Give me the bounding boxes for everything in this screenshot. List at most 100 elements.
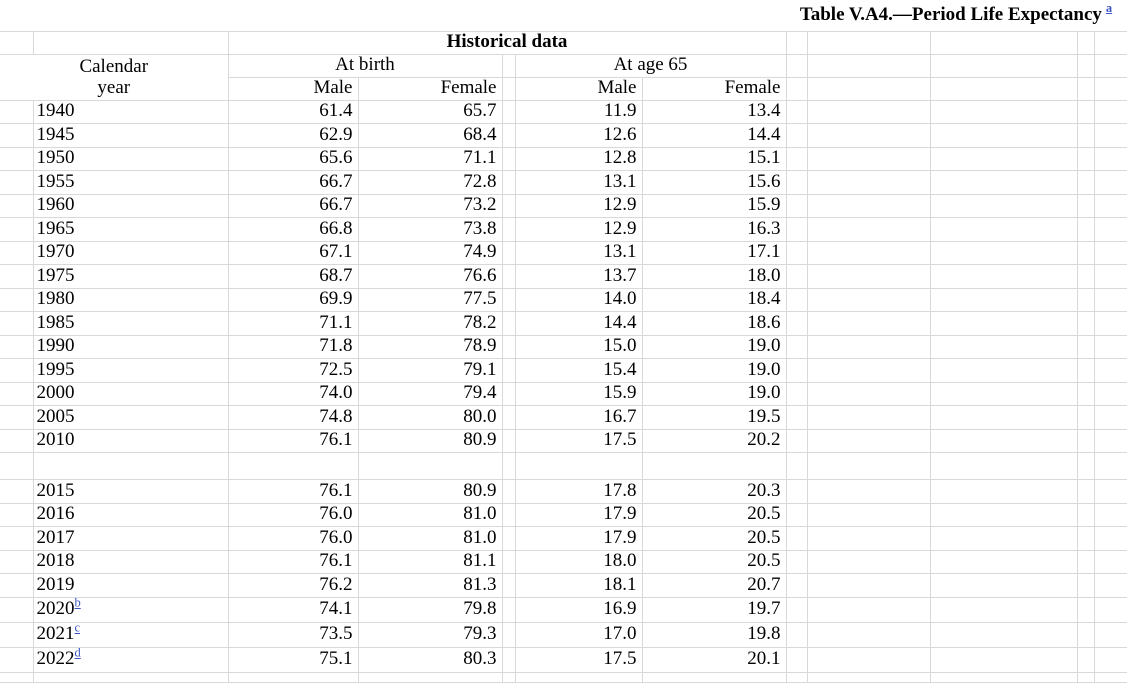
cell-at-birth-female: 78.2 [358,311,503,336]
empty-cell [786,382,808,406]
empty-cell [0,335,34,359]
empty-cell [930,123,1078,148]
cell-at-age-65-female: 18.0 [642,264,787,289]
cell-at-birth-male: 72.5 [228,358,359,383]
empty-cell [1094,217,1127,242]
cell-at-age-65-male: 14.0 [515,288,643,312]
table-row-2010: 2010 76.1 80.9 17.5 20.2 [0,429,1127,453]
empty-cell [807,358,931,383]
empty-cell [502,100,516,124]
cell-year: 2021c [33,622,229,648]
empty-cell [502,479,516,504]
cell-year: 2018 [33,550,229,574]
empty-cell [930,241,1078,265]
empty-cell [786,123,808,148]
empty-cell [930,264,1078,289]
cell-at-age-65-male: 12.9 [515,194,643,218]
cell-year: 1970 [33,241,229,265]
year-label: 1995 [36,358,75,380]
footnote-link-a[interactable]: a [1105,1,1113,16]
at-birth-female-header: Female [358,77,503,101]
empty-cell [502,217,516,242]
empty-cell [515,672,643,683]
empty-cell [930,647,1078,673]
empty-cell [1077,622,1095,648]
table-row-1960: 1960 66.7 73.2 12.9 15.9 [0,194,1127,218]
cell-at-age-65-female: 20.5 [642,526,787,551]
empty-cell [930,288,1078,312]
cell-at-birth-male: 76.1 [228,550,359,574]
empty-cell [1077,194,1095,218]
cell-year: 2010 [33,429,229,453]
cell-at-birth-male: 61.4 [228,100,359,124]
cell-at-age-65-male: 15.4 [515,358,643,383]
empty-cell [930,550,1078,574]
empty-cell [502,264,516,289]
cell-at-birth-male: 76.0 [228,526,359,551]
cell-at-birth-female: 73.2 [358,194,503,218]
footnote-link-d[interactable]: d [74,647,81,660]
empty-cell [502,123,516,148]
cell-at-age-65-female: 15.1 [642,147,787,171]
footnote-link-c[interactable]: c [74,622,81,635]
cell-at-age-65-female: 13.4 [642,100,787,124]
empty-cell [228,672,359,683]
empty-cell [786,100,808,124]
calendar-year-header: Calendar year [79,56,149,98]
empty-cell [1094,405,1127,430]
table-row-2017: 2017 76.0 81.0 17.9 20.5 [0,526,1127,551]
year-label: 2021 [36,623,75,645]
cell-at-age-65-male: 17.5 [515,429,643,453]
empty-cell [502,672,516,683]
cell-at-age-65-male: 12.6 [515,123,643,148]
empty-cell [1094,479,1127,504]
empty-cell [1077,31,1095,55]
empty-cell [786,335,808,359]
cell-at-birth-male: 69.9 [228,288,359,312]
cell-at-birth-male: 66.7 [228,170,359,195]
empty-cell [502,405,516,430]
empty-cell [807,452,931,480]
cell-year: 2015 [33,479,229,504]
empty-cell [1077,452,1095,480]
cell-at-age-65-male: 16.9 [515,597,643,623]
empty-cell [358,672,503,683]
table-row-1970: 1970 67.1 74.9 13.1 17.1 [0,241,1127,265]
year-label: 1990 [36,335,75,357]
cell-year: 2000 [33,382,229,406]
empty-cell [0,526,34,551]
empty-cell [1094,382,1127,406]
empty-cell [786,241,808,265]
table-row-2016: 2016 76.0 81.0 17.9 20.5 [0,503,1127,527]
section-header-row: Historical data [0,31,1127,55]
year-label: 2010 [36,429,75,451]
empty-cell [807,288,931,312]
cell-at-age-65-female: 20.2 [642,429,787,453]
empty-cell [1094,147,1127,171]
footnote-link-b[interactable]: b [74,597,81,610]
empty-cell [502,54,516,78]
empty-cell [502,335,516,359]
empty-cell [786,479,808,504]
empty-cell [33,452,229,480]
empty-cell [786,550,808,574]
empty-cell [502,597,516,623]
empty-cell [1094,358,1127,383]
empty-cell [502,429,516,453]
empty-cell [807,405,931,430]
cell-at-age-65-male: 12.8 [515,147,643,171]
empty-cell [807,647,931,673]
cell-at-age-65-female: 18.6 [642,311,787,336]
empty-cell [0,647,34,673]
empty-cell [786,77,808,101]
empty-cell [1077,358,1095,383]
empty-cell [930,597,1078,623]
cell-at-age-65-female: 19.7 [642,597,787,623]
empty-cell [1077,597,1095,623]
empty-cell [0,217,34,242]
empty-cell [786,452,808,480]
empty-cell [1077,264,1095,289]
empty-cell [1077,100,1095,124]
empty-cell [1094,597,1127,623]
empty-cell [0,264,34,289]
